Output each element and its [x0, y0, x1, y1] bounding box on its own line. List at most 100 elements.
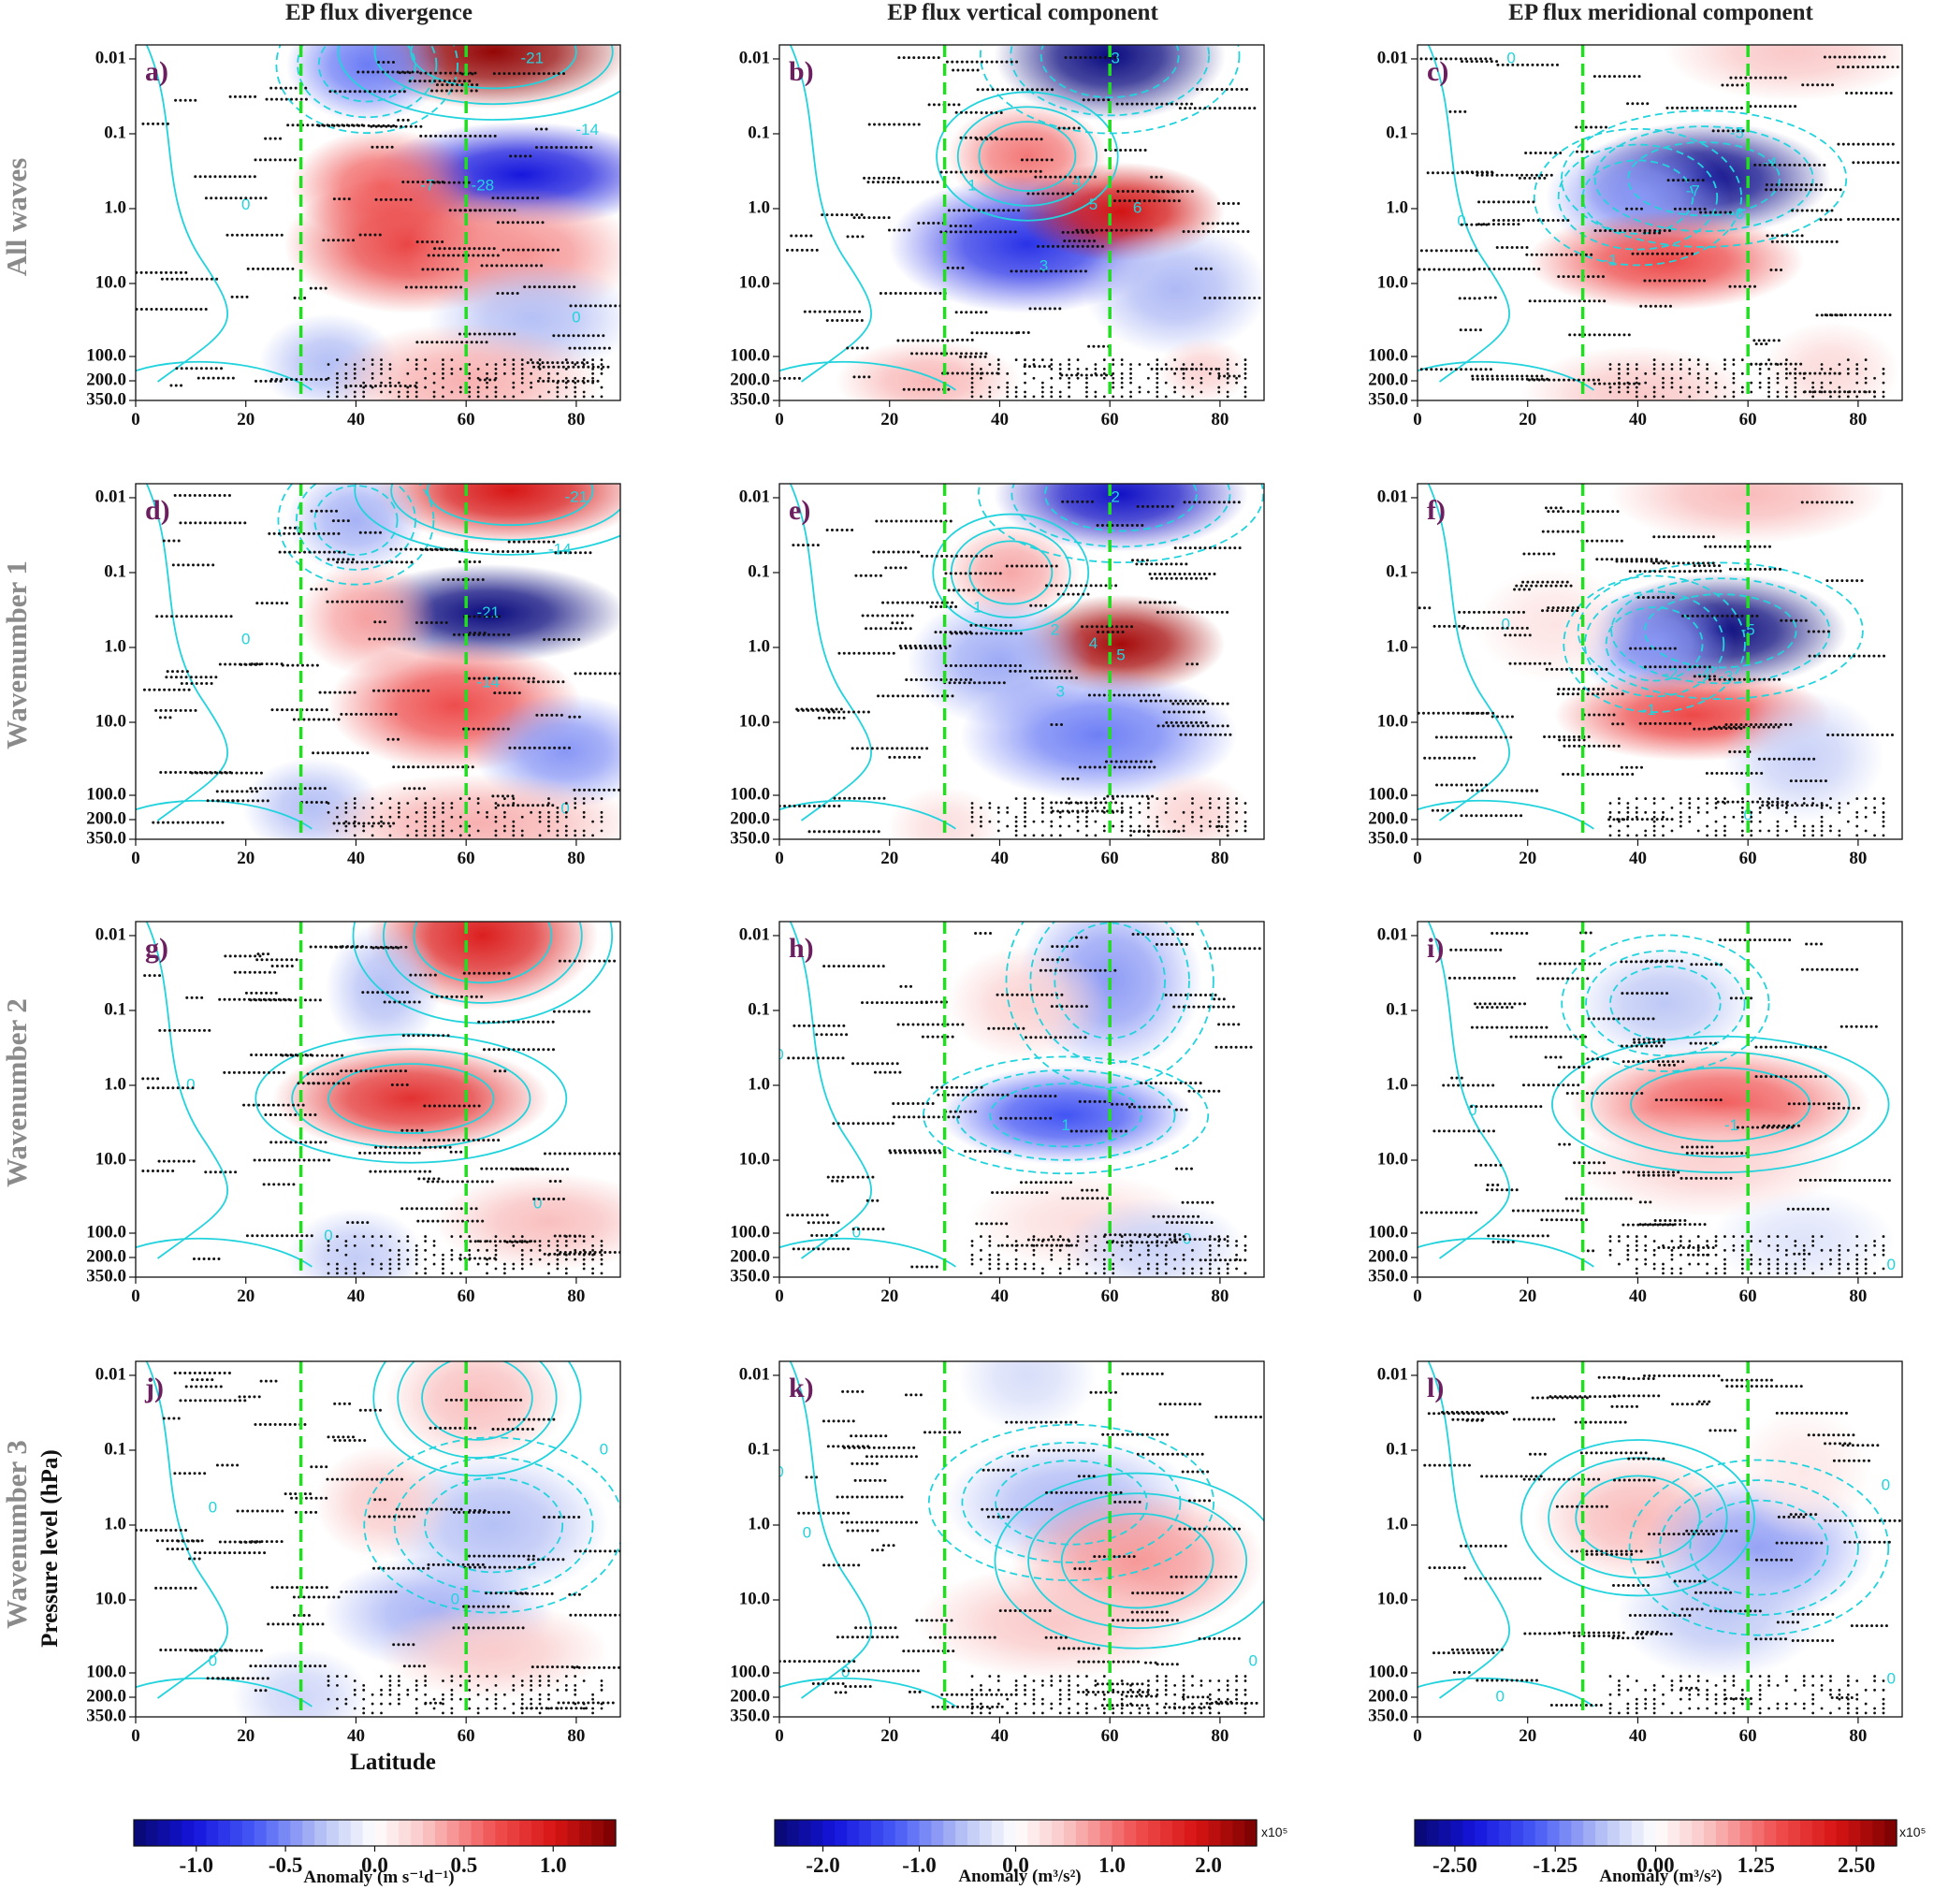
zero-contour: [779, 360, 956, 391]
significance-dot: [1181, 702, 1185, 705]
significance-dot: [1708, 564, 1711, 568]
significance-dot: [317, 550, 321, 554]
significance-dot: [516, 292, 519, 296]
significance-dot: [492, 632, 496, 636]
significance-dot: [1057, 126, 1061, 130]
significance-dot: [444, 89, 448, 93]
significance-dot: [342, 124, 346, 127]
anomaly-blob: [314, 773, 620, 839]
significance-dot: [578, 672, 582, 676]
significance-dot: [172, 539, 176, 543]
significance-dot: [889, 291, 893, 295]
significance-dot: [494, 390, 498, 394]
significance-dot: [1795, 183, 1798, 187]
significance-dot: [547, 72, 551, 76]
significance-dot: [1753, 567, 1757, 571]
significance-dot: [594, 304, 598, 308]
significance-dot: [1702, 535, 1706, 539]
significance-dot: [1805, 209, 1809, 212]
contour-line: [978, 121, 1077, 192]
significance-dot: [1809, 188, 1812, 192]
significance-dot: [980, 371, 982, 375]
significance-dot: [1764, 105, 1767, 109]
significance-dot: [534, 127, 538, 131]
significance-dot: [807, 804, 811, 807]
significance-dot: [890, 519, 894, 523]
significance-dot: [1029, 169, 1033, 173]
significance-dot: [1774, 188, 1778, 192]
significance-dot: [1119, 149, 1123, 152]
significance-dot: [1050, 820, 1054, 823]
significance-dot: [922, 387, 925, 391]
significance-dot: [925, 747, 929, 750]
significance-dot: [473, 676, 476, 680]
significance-dot: [893, 228, 896, 232]
significance-dot: [547, 540, 551, 544]
significance-dot: [1473, 610, 1476, 614]
significance-dot: [1855, 579, 1859, 583]
significance-dot: [1014, 169, 1018, 173]
significance-dot: [546, 248, 550, 252]
significance-dot: [243, 94, 247, 98]
significance-dot: [1726, 129, 1730, 133]
significance-dot: [1723, 358, 1726, 361]
significance-dot: [184, 615, 188, 618]
significance-dot: [244, 662, 248, 666]
significance-dot: [1032, 834, 1036, 837]
significance-dot: [1725, 106, 1729, 109]
significance-dot: [582, 363, 586, 366]
significance-dot: [1667, 279, 1671, 283]
significance-dot: [603, 304, 607, 308]
significance-dot: [1206, 222, 1210, 225]
significance-dot: [252, 267, 255, 270]
significance-dot: [1811, 385, 1815, 389]
significance-dot: [1768, 163, 1772, 167]
significance-dot: [1181, 610, 1185, 614]
significance-dot: [1603, 75, 1607, 79]
significance-dot: [983, 572, 987, 575]
significance-dot: [1607, 75, 1611, 79]
significance-dot: [1440, 249, 1444, 253]
significance-dot: [1502, 218, 1505, 222]
contour-line: [1605, 606, 1704, 682]
significance-dot: [1767, 545, 1771, 548]
significance-dot: [471, 72, 474, 76]
significance-dot: [1658, 570, 1662, 574]
significance-dot: [973, 681, 977, 685]
significance-dot: [916, 601, 920, 604]
significance-dot: [248, 94, 252, 98]
significance-dot: [496, 292, 500, 296]
significance-dot: [1592, 75, 1596, 79]
significance-dot: [1571, 530, 1575, 533]
significance-dot: [1243, 395, 1247, 399]
significance-dot: [952, 68, 955, 72]
significance-dot: [213, 521, 217, 525]
significance-dot: [1116, 190, 1120, 194]
significance-dot: [1223, 546, 1227, 550]
significance-dot: [1577, 510, 1580, 514]
significance-dot: [1714, 385, 1718, 389]
y-tick-label: 100.0: [86, 345, 126, 365]
significance-dot: [1883, 654, 1886, 658]
significance-dot: [1451, 171, 1455, 175]
significance-dot: [307, 718, 311, 721]
significance-dot: [1217, 824, 1221, 828]
significance-dot: [1641, 252, 1645, 255]
significance-dot: [178, 688, 182, 691]
significance-dot: [1458, 756, 1461, 760]
significance-dot: [1476, 173, 1479, 177]
significance-dot: [417, 787, 421, 791]
significance-dot: [517, 691, 521, 695]
significance-dot: [1043, 669, 1047, 673]
significance-dot: [1156, 385, 1159, 389]
significance-dot: [195, 277, 198, 281]
significance-dot: [379, 712, 383, 716]
significance-dot: [1168, 573, 1171, 576]
significance-dot: [837, 310, 841, 313]
significance-dot: [319, 286, 323, 290]
significance-dot: [1163, 601, 1167, 604]
significance-dot: [1199, 699, 1202, 703]
significance-dot: [1103, 765, 1107, 769]
significance-dot: [1728, 749, 1732, 753]
significance-dot: [905, 519, 909, 523]
